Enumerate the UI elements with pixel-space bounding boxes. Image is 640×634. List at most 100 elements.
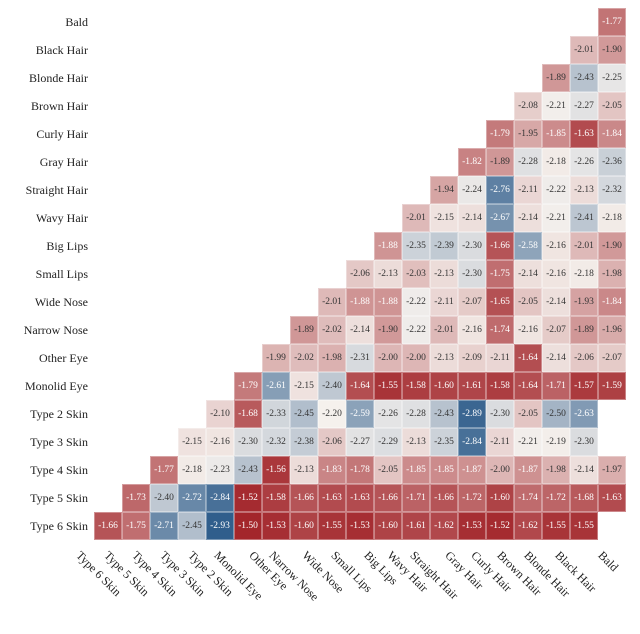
heatmap-cell: -1.90	[598, 36, 626, 64]
heatmap-cell: -2.27	[570, 92, 598, 120]
y-axis-label: Wide Nose	[14, 288, 94, 316]
heatmap-cell: -2.39	[430, 232, 458, 260]
heatmap-empty-cell	[94, 316, 122, 344]
x-axis-label: Bald	[598, 544, 626, 622]
heatmap-cell: -1.58	[486, 372, 514, 400]
heatmap-empty-cell	[346, 64, 374, 92]
heatmap-cell: -2.67	[486, 204, 514, 232]
heatmap-cell: -1.50	[234, 512, 262, 540]
heatmap-cell: -1.61	[402, 512, 430, 540]
heatmap-empty-cell	[346, 120, 374, 148]
heatmap-empty-cell	[262, 36, 290, 64]
heatmap-cell: -1.90	[374, 316, 402, 344]
heatmap-empty-cell	[234, 8, 262, 36]
heatmap-empty-cell	[262, 148, 290, 176]
heatmap-cell: -2.45	[178, 512, 206, 540]
heatmap-cell: -2.16	[206, 428, 234, 456]
heatmap-empty-cell	[234, 232, 262, 260]
heatmap-cell: -1.82	[458, 148, 486, 176]
heatmap-cell: -2.14	[570, 456, 598, 484]
heatmap-cell: -2.38	[290, 428, 318, 456]
heatmap-cell: -2.16	[458, 316, 486, 344]
heatmap-empty-cell	[150, 64, 178, 92]
heatmap-empty-cell	[346, 232, 374, 260]
heatmap-empty-cell	[122, 120, 150, 148]
heatmap-cell: -2.40	[150, 484, 178, 512]
heatmap-cell: -1.64	[514, 372, 542, 400]
heatmap-empty-cell	[122, 64, 150, 92]
y-axis-label: Gray Hair	[14, 148, 94, 176]
heatmap-empty-cell	[318, 232, 346, 260]
heatmap-empty-cell	[290, 176, 318, 204]
heatmap-empty-cell	[402, 120, 430, 148]
heatmap-empty-cell	[318, 148, 346, 176]
heatmap-empty-cell	[206, 316, 234, 344]
heatmap-empty-cell	[150, 92, 178, 120]
heatmap-empty-cell	[178, 64, 206, 92]
heatmap-cell: -2.26	[570, 148, 598, 176]
heatmap-cell: -2.41	[570, 204, 598, 232]
heatmap-empty-cell	[234, 148, 262, 176]
x-axis-labels: Type 6 SkinType 5 SkinType 4 SkinType 3 …	[14, 544, 626, 622]
heatmap-cell: -1.58	[402, 372, 430, 400]
heatmap-cell: -2.21	[542, 92, 570, 120]
heatmap-empty-cell	[318, 8, 346, 36]
heatmap-empty-cell	[346, 148, 374, 176]
heatmap-cell: -1.85	[542, 120, 570, 148]
heatmap-empty-cell	[122, 8, 150, 36]
heatmap-cell: -2.30	[486, 400, 514, 428]
heatmap-cell: -1.58	[262, 484, 290, 512]
y-axis-label: Small Lips	[14, 260, 94, 288]
heatmap-empty-cell	[206, 36, 234, 64]
heatmap-cell: -1.68	[234, 400, 262, 428]
heatmap-chart: Bald-1.77Black Hair-2.01-1.90Blonde Hair…	[8, 8, 632, 622]
heatmap-cell: -1.66	[290, 484, 318, 512]
heatmap-cell: -2.58	[514, 232, 542, 260]
heatmap-empty-cell	[346, 8, 374, 36]
heatmap-cell: -2.14	[542, 344, 570, 372]
heatmap-cell: -1.65	[486, 288, 514, 316]
heatmap-cell: -2.09	[458, 344, 486, 372]
heatmap-empty-cell	[178, 8, 206, 36]
y-axis-label: Monolid Eye	[14, 372, 94, 400]
heatmap-cell: -2.43	[234, 456, 262, 484]
heatmap-cell: -2.03	[402, 260, 430, 288]
heatmap-cell: -2.00	[374, 344, 402, 372]
heatmap-cell: -1.66	[374, 484, 402, 512]
heatmap-empty-cell	[430, 64, 458, 92]
y-axis-label: Type 4 Skin	[14, 456, 94, 484]
heatmap-cell: -2.16	[542, 260, 570, 288]
heatmap-empty-cell	[402, 8, 430, 36]
heatmap-empty-cell	[402, 176, 430, 204]
heatmap-cell: -2.84	[206, 484, 234, 512]
heatmap-empty-cell	[178, 400, 206, 428]
heatmap-empty-cell	[122, 400, 150, 428]
heatmap-empty-cell	[346, 176, 374, 204]
heatmap-cell: -1.89	[290, 316, 318, 344]
heatmap-empty-cell	[206, 176, 234, 204]
heatmap-cell: -2.89	[458, 400, 486, 428]
heatmap-cell: -2.01	[570, 232, 598, 260]
heatmap-cell: -1.72	[542, 484, 570, 512]
heatmap-cell: -2.71	[150, 512, 178, 540]
heatmap-cell: -1.97	[598, 456, 626, 484]
heatmap-cell: -2.27	[346, 428, 374, 456]
heatmap-cell: -2.02	[318, 316, 346, 344]
heatmap-cell: -1.79	[234, 372, 262, 400]
heatmap-empty-cell	[290, 232, 318, 260]
heatmap-cell: -2.13	[430, 344, 458, 372]
heatmap-empty-cell	[290, 288, 318, 316]
heatmap-cell: -1.56	[262, 456, 290, 484]
heatmap-cell: -1.87	[514, 456, 542, 484]
heatmap-cell: -2.84	[458, 428, 486, 456]
heatmap-cell: -2.28	[514, 148, 542, 176]
heatmap-cell: -1.66	[94, 512, 122, 540]
heatmap-empty-cell	[430, 8, 458, 36]
heatmap-empty-cell	[178, 372, 206, 400]
heatmap-cell: -1.53	[262, 512, 290, 540]
heatmap-cell: -2.06	[570, 344, 598, 372]
heatmap-empty-cell	[290, 92, 318, 120]
heatmap-cell: -2.20	[318, 400, 346, 428]
heatmap-cell: -2.63	[570, 400, 598, 428]
heatmap-cell: -2.93	[206, 512, 234, 540]
